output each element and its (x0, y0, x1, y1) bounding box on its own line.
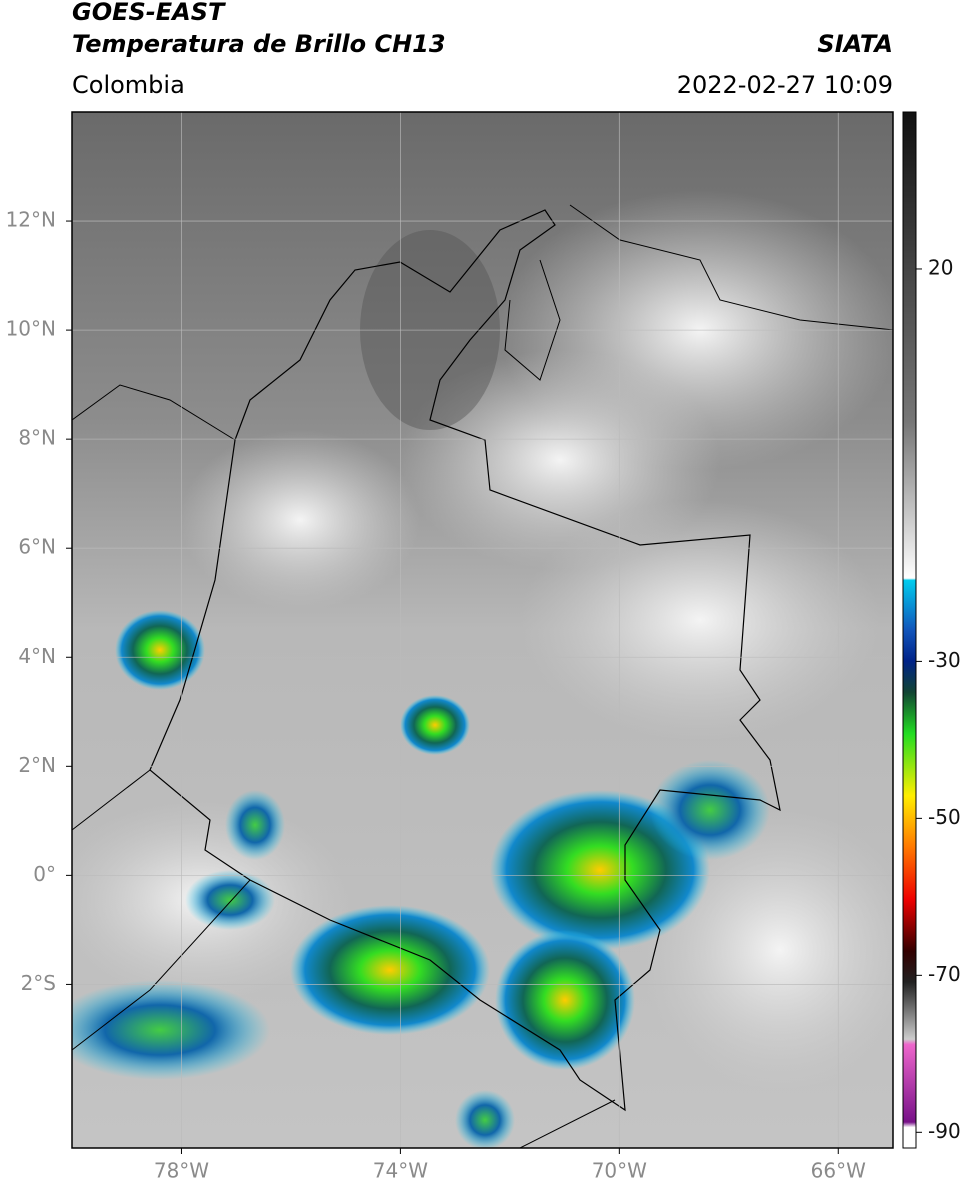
y-tick-label: 0° (33, 862, 56, 886)
map-frame (71, 111, 894, 1149)
region: Colombia (72, 71, 185, 99)
y-tick-label: 2°N (18, 753, 56, 777)
y-tick-label: 12°N (6, 208, 56, 232)
source: SIATA (817, 30, 893, 58)
colorbar-label: 20 (928, 255, 953, 279)
x-tick-label: 66°W (811, 1159, 866, 1183)
y-tick-label: 4°N (18, 644, 56, 668)
title: GOES-EAST (72, 0, 226, 26)
grid (72, 112, 893, 1148)
y-tick-label: 6°N (18, 535, 56, 559)
x-tick-label: 70°W (592, 1159, 647, 1183)
imagery (72, 112, 893, 1148)
y-tick-label: 2°S (21, 971, 56, 995)
y-tick-label: 8°N (18, 426, 56, 450)
datetime: 2022-02-27 10:09 (677, 71, 893, 99)
colorbar-label: -70 (928, 962, 961, 986)
x-tick-label: 74°W (373, 1159, 428, 1183)
colorbar (902, 111, 917, 1149)
colorbar-label: -90 (928, 1119, 961, 1143)
y-tick-label: 10°N (6, 317, 56, 341)
subtitle: Temperatura de Brillo CH13 (72, 30, 446, 58)
colorbar-label: -50 (928, 805, 961, 829)
x-tick-label: 78°W (154, 1159, 209, 1183)
colorbar-label: -30 (928, 648, 961, 672)
